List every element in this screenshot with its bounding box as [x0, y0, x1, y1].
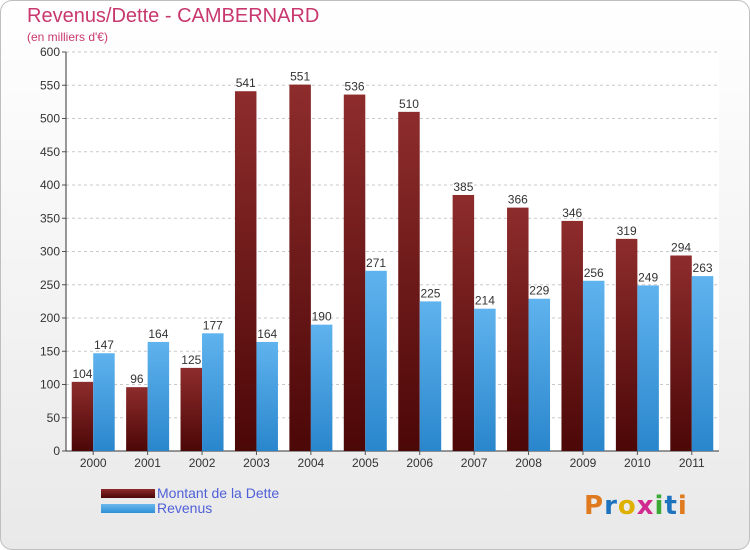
debt-bar-label: 366 — [508, 193, 528, 207]
debt-bar — [670, 255, 692, 451]
debt-bar — [180, 367, 203, 451]
legend-label-revenue: Revenus — [157, 500, 213, 516]
revenue-bar — [93, 353, 115, 451]
revenue-bar-label: 164 — [257, 327, 277, 341]
x-tick-label: 2006 — [406, 456, 433, 470]
logo-letter: o — [617, 491, 637, 521]
y-tick-label: 50 — [47, 411, 61, 425]
revenue-bar — [419, 301, 442, 451]
debt-bar-label: 294 — [671, 240, 691, 254]
debt-bar — [289, 84, 311, 452]
x-tick-label: 2002 — [189, 456, 216, 470]
debt-bar — [126, 387, 148, 451]
revenue-bar-label: 177 — [203, 318, 223, 332]
debt-bar — [507, 207, 529, 451]
proxiti-logo: Proxiti — [584, 491, 688, 521]
chart-title: Revenus/Dette - CAMBERNARD — [27, 5, 320, 27]
debt-bar — [71, 381, 94, 451]
revenue-bar — [365, 270, 387, 451]
y-tick-label: 250 — [40, 278, 60, 292]
y-tick-label: 500 — [40, 112, 60, 126]
debt-bar-label: 541 — [236, 76, 256, 90]
revenue-bar — [256, 341, 278, 451]
debt-bar-label: 125 — [181, 353, 201, 367]
logo-letter: t — [664, 491, 678, 521]
debt-bar — [234, 91, 257, 452]
debt-bar-label: 510 — [399, 97, 419, 111]
revenue-bar-label: 190 — [312, 310, 332, 324]
y-tick-label: 300 — [40, 245, 60, 259]
legend-item-revenue: Revenus — [101, 501, 279, 516]
legend-item-debt: Montant de la Dette — [101, 486, 279, 501]
revenue-bar-label: 256 — [584, 266, 604, 280]
y-tick-label: 400 — [40, 178, 60, 192]
y-tick-label: 350 — [40, 211, 60, 225]
revenue-bar-label: 147 — [94, 338, 114, 352]
debt-bar — [452, 194, 475, 451]
x-tick-label: 2005 — [352, 456, 379, 470]
debt-bar-label: 385 — [453, 180, 473, 194]
y-tick-label: 150 — [40, 344, 60, 358]
y-tick-label: 100 — [40, 378, 60, 392]
legend-swatch-debt — [101, 489, 155, 498]
debt-bar — [343, 94, 366, 451]
revenue-bar-label: 225 — [420, 286, 440, 300]
revenue-bar — [147, 341, 170, 451]
revenue-bar — [528, 298, 551, 451]
logo-letter: x — [636, 491, 655, 521]
debt-bar-label: 536 — [345, 80, 365, 94]
debt-bar-label: 346 — [562, 206, 582, 220]
x-tick-label: 2007 — [461, 456, 488, 470]
x-tick-label: 2004 — [298, 456, 325, 470]
x-tick-label: 2010 — [624, 456, 651, 470]
x-tick-label: 2011 — [679, 456, 705, 470]
chart-subtitle: (en milliers d'€) — [27, 30, 108, 44]
x-tick-label: 2008 — [515, 456, 542, 470]
x-tick-label: 2001 — [134, 456, 161, 470]
logo-letter: i — [677, 491, 688, 521]
revenue-bar-label: 164 — [148, 327, 168, 341]
debt-bar-label: 319 — [617, 224, 637, 238]
debt-bar-label: 104 — [72, 367, 92, 381]
revenue-bar — [691, 276, 714, 451]
revenue-bar — [474, 308, 496, 451]
y-tick-label: 600 — [40, 45, 60, 59]
debt-bar — [398, 111, 420, 451]
debt-bar — [561, 220, 583, 451]
revenue-bar — [582, 280, 605, 451]
y-tick-label: 450 — [40, 145, 60, 159]
revenue-bar-label: 249 — [638, 270, 658, 284]
revenue-bar — [202, 333, 224, 451]
logo-letter: i — [654, 491, 665, 521]
revenue-bar — [310, 324, 333, 451]
revenue-bar-label: 229 — [529, 284, 549, 298]
legend-swatch-revenue — [101, 504, 155, 513]
revenue-bar-label: 263 — [693, 261, 713, 275]
legend-label-debt: Montant de la Dette — [157, 485, 280, 501]
legend: Montant de la Dette Revenus — [101, 486, 279, 516]
revenue-bar-label: 271 — [366, 256, 386, 270]
logo-letter: r — [604, 491, 618, 521]
y-tick-label: 550 — [40, 78, 60, 92]
debt-bar-label: 96 — [130, 372, 144, 386]
revenue-bar — [637, 285, 659, 451]
debt-bar-label: 551 — [290, 70, 310, 84]
logo-letter: P — [584, 491, 605, 521]
y-tick-label: 0 — [53, 444, 60, 458]
debt-bar — [615, 238, 638, 451]
x-tick-label: 2000 — [80, 456, 107, 470]
revenue-bar-label: 214 — [475, 294, 495, 308]
x-tick-label: 2003 — [243, 456, 270, 470]
y-tick-label: 200 — [40, 311, 60, 325]
x-tick-label: 2009 — [570, 456, 597, 470]
